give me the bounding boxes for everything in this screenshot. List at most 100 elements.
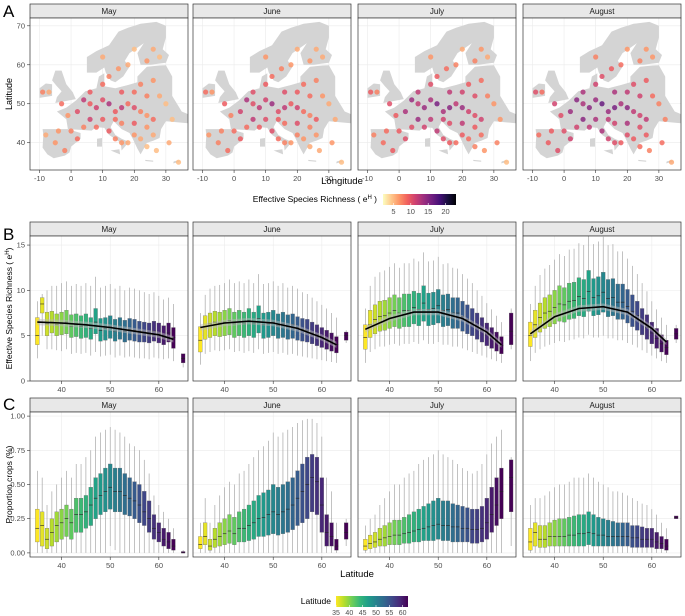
map-point — [643, 116, 649, 122]
map-point — [536, 132, 542, 138]
x-tick-label: 40 — [57, 385, 65, 394]
x-tick-label: 10 — [99, 174, 107, 183]
map-point — [539, 89, 545, 95]
panel-label-a: A — [3, 2, 15, 21]
x-tick-label: 10 — [592, 174, 600, 183]
map-point — [68, 128, 74, 134]
box — [445, 293, 450, 326]
map-point — [307, 112, 313, 119]
box — [509, 459, 514, 513]
map-point — [586, 124, 592, 130]
box-facet-b-july: 40 50 60 — [357, 235, 517, 394]
y-tick-label: 0.00 — [10, 548, 25, 557]
map-border — [522, 17, 682, 171]
box — [620, 283, 625, 320]
map-point — [443, 66, 450, 72]
map-point — [250, 101, 256, 107]
box — [372, 532, 378, 548]
map-point — [631, 136, 637, 142]
map-point — [282, 140, 288, 146]
box — [630, 294, 635, 327]
box — [54, 511, 59, 543]
x-tick-label: 0 — [397, 174, 401, 183]
map-point — [497, 116, 503, 122]
box — [44, 528, 50, 549]
map-point — [112, 108, 118, 115]
map-point — [643, 132, 649, 138]
box — [166, 532, 171, 549]
smooth-line — [37, 321, 174, 341]
x-tick-label: 20 — [458, 174, 466, 183]
box — [59, 508, 64, 540]
map-point — [637, 112, 643, 119]
map-facet-may: -10 0 10 20 30 — [29, 17, 189, 183]
box — [601, 518, 606, 547]
x-tick-label: 60 — [155, 561, 163, 570]
map-point — [288, 101, 294, 107]
y-tick-label: 15 — [17, 241, 25, 250]
x-tick-label: 50 — [599, 385, 607, 394]
box — [392, 519, 397, 545]
map-point — [637, 93, 643, 99]
box — [280, 484, 285, 534]
plot-border — [29, 235, 189, 382]
box — [445, 500, 450, 541]
facet-strip-label: July — [430, 401, 444, 410]
box-facet-c-may: 40 50 60 — [29, 411, 189, 570]
y-axis-title-crops: Proportion crops (%) — [4, 445, 14, 523]
map-point — [275, 116, 281, 122]
map-point — [453, 62, 459, 68]
box — [475, 508, 480, 544]
box — [552, 290, 557, 325]
box — [567, 517, 572, 547]
map-point — [307, 144, 313, 150]
map-point — [459, 120, 465, 126]
box — [232, 517, 237, 545]
box — [586, 270, 591, 312]
map-point — [380, 140, 386, 146]
box — [290, 477, 295, 530]
land-shape — [145, 159, 154, 162]
map-point — [319, 93, 326, 99]
map-point — [624, 120, 630, 126]
map-point — [409, 124, 415, 130]
box — [562, 518, 567, 547]
y-tick-label: 60 — [17, 60, 25, 69]
land-shape — [260, 138, 265, 147]
map-point — [150, 77, 156, 83]
map-point — [558, 112, 564, 119]
legend-tick-label: 5 — [391, 207, 395, 216]
box — [450, 503, 455, 543]
map-point — [434, 128, 440, 134]
box — [377, 528, 382, 547]
box — [436, 289, 441, 324]
map-point — [459, 46, 465, 52]
map-point — [624, 105, 630, 111]
map-point — [278, 66, 285, 72]
x-tick-label: 50 — [106, 561, 114, 570]
map-point — [138, 108, 144, 115]
box — [610, 521, 615, 547]
box — [416, 508, 421, 543]
y-tick-label: 40 — [17, 138, 25, 147]
map-point — [580, 116, 586, 122]
map-point — [144, 112, 150, 119]
box — [441, 500, 446, 541]
map-point — [612, 120, 618, 126]
map-point — [434, 101, 440, 107]
map-point — [275, 108, 281, 115]
box — [171, 539, 176, 551]
map-point — [326, 101, 332, 107]
land-shape — [425, 138, 430, 147]
map-point — [144, 93, 150, 99]
map-point — [93, 105, 99, 111]
box — [509, 312, 514, 345]
legend-colorbar-richness — [383, 194, 456, 205]
map-point — [119, 105, 125, 111]
map-point — [256, 124, 262, 130]
y-axis-title: Latitude — [4, 78, 14, 110]
map-point — [415, 101, 421, 107]
map-point — [313, 116, 319, 122]
map-point — [574, 97, 580, 103]
map-point — [428, 97, 434, 103]
